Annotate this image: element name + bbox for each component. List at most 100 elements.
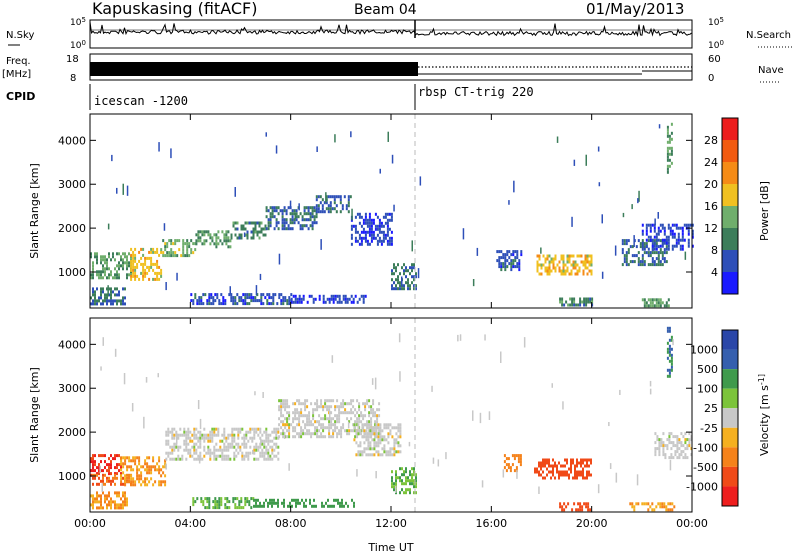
scatter-cell — [376, 227, 379, 231]
scatter-cell — [481, 480, 484, 488]
scatter-cell — [142, 253, 145, 257]
scatter-cell — [260, 299, 263, 303]
scatter-cell — [183, 427, 186, 431]
scatter-cell — [292, 435, 295, 439]
scatter-cell — [649, 380, 652, 387]
scatter-cell — [691, 244, 694, 248]
scatter-cell — [263, 457, 266, 461]
scatter-cell — [674, 450, 677, 454]
scatter-cell — [295, 504, 297, 508]
scatter-cell — [94, 469, 96, 473]
scatter-cell — [286, 299, 289, 303]
power-colorbar-segment — [722, 228, 738, 250]
scatter-cell — [287, 206, 290, 210]
scatter-cell — [558, 266, 561, 270]
scatter-cell — [138, 477, 141, 481]
scatter-cell — [381, 438, 384, 442]
scatter-cell — [399, 444, 402, 448]
scatter-cell — [655, 301, 658, 305]
scatter-cell — [590, 461, 592, 465]
scatter-cell — [673, 232, 676, 236]
scatter-cell — [208, 299, 211, 303]
scatter-cell — [386, 224, 389, 228]
scatter-cell — [100, 293, 102, 297]
scatter-cell — [194, 293, 197, 297]
scatter-cell — [248, 293, 251, 297]
scatter-cell — [251, 427, 254, 431]
scatter-cell — [333, 201, 336, 205]
scatter-cell — [651, 301, 654, 305]
scatter-cell — [661, 254, 664, 258]
scatter-cell — [378, 408, 381, 412]
scatter-cell — [657, 229, 660, 233]
scatter-cell — [666, 368, 669, 372]
scatter-cell — [164, 459, 167, 463]
scatter-cell — [663, 248, 666, 252]
scatter-cell — [130, 247, 133, 251]
scatter-cell — [124, 302, 126, 306]
scatter-cell — [288, 299, 291, 303]
scatter-cell — [277, 430, 280, 434]
scatter-cell — [579, 297, 582, 301]
scatter-cell — [285, 212, 288, 216]
scatter-cell — [118, 267, 120, 271]
scatter-cell — [582, 458, 584, 462]
scatter-cell — [116, 270, 118, 274]
scatter-cell — [261, 433, 264, 437]
scatter-cell — [332, 300, 335, 304]
scatter-cell — [362, 294, 365, 298]
scatter-cell — [338, 417, 341, 421]
scatter-cell — [106, 476, 108, 480]
scatter-cell — [323, 504, 325, 508]
scatter-cell — [116, 463, 118, 467]
scatter-cell — [259, 445, 262, 449]
scatter-cell — [282, 296, 285, 300]
scatter-cell — [267, 227, 270, 231]
scatter-cell — [126, 456, 129, 460]
scatter-cell — [181, 433, 184, 437]
scatter-cell — [330, 423, 333, 427]
scatter-cell — [664, 453, 667, 457]
scatter-cell — [375, 432, 378, 436]
scatter-cell — [645, 229, 648, 233]
scatter-cell — [190, 248, 193, 252]
scatter-cell — [670, 161, 673, 165]
nsearch-tick-bottom: 100 — [708, 39, 724, 51]
scatter-cell — [588, 263, 591, 267]
scatter-cell — [282, 399, 285, 403]
scatter-cell — [504, 265, 507, 269]
scatter-cell — [250, 497, 253, 501]
scatter-cell — [116, 506, 118, 510]
scatter-cell — [305, 498, 307, 502]
scatter-cell — [243, 457, 246, 461]
scatter-cell — [192, 497, 195, 501]
scatter-cell — [397, 275, 399, 279]
scatter-cell — [358, 408, 361, 412]
scatter-cell — [136, 465, 139, 469]
scatter-cell — [332, 399, 335, 403]
scatter-cell — [576, 272, 579, 276]
scatter-cell — [324, 435, 327, 439]
scatter-cell — [237, 445, 240, 449]
scatter-cell — [110, 273, 112, 277]
scatter-cell — [663, 232, 666, 236]
scatter-cell — [100, 497, 102, 501]
scatter-cell — [387, 131, 389, 142]
scatter-cell — [651, 304, 654, 308]
scatter-cell — [108, 457, 110, 461]
scatter-cell — [244, 221, 247, 225]
scatter-cell — [206, 497, 209, 501]
scatter-cell — [231, 436, 234, 440]
scatter-cell — [265, 433, 268, 437]
scatter-cell — [354, 236, 357, 240]
scatter-cell — [562, 257, 565, 261]
scatter-cell — [296, 423, 299, 427]
scatter-cell — [221, 242, 224, 246]
scatter-cell — [128, 264, 130, 268]
scatter-cell — [213, 427, 216, 431]
scatter-cell — [193, 427, 196, 431]
scatter-cell — [576, 464, 578, 468]
scatter-cell — [232, 296, 235, 300]
scatter-cell — [667, 508, 670, 512]
scatter-cell — [641, 244, 644, 248]
